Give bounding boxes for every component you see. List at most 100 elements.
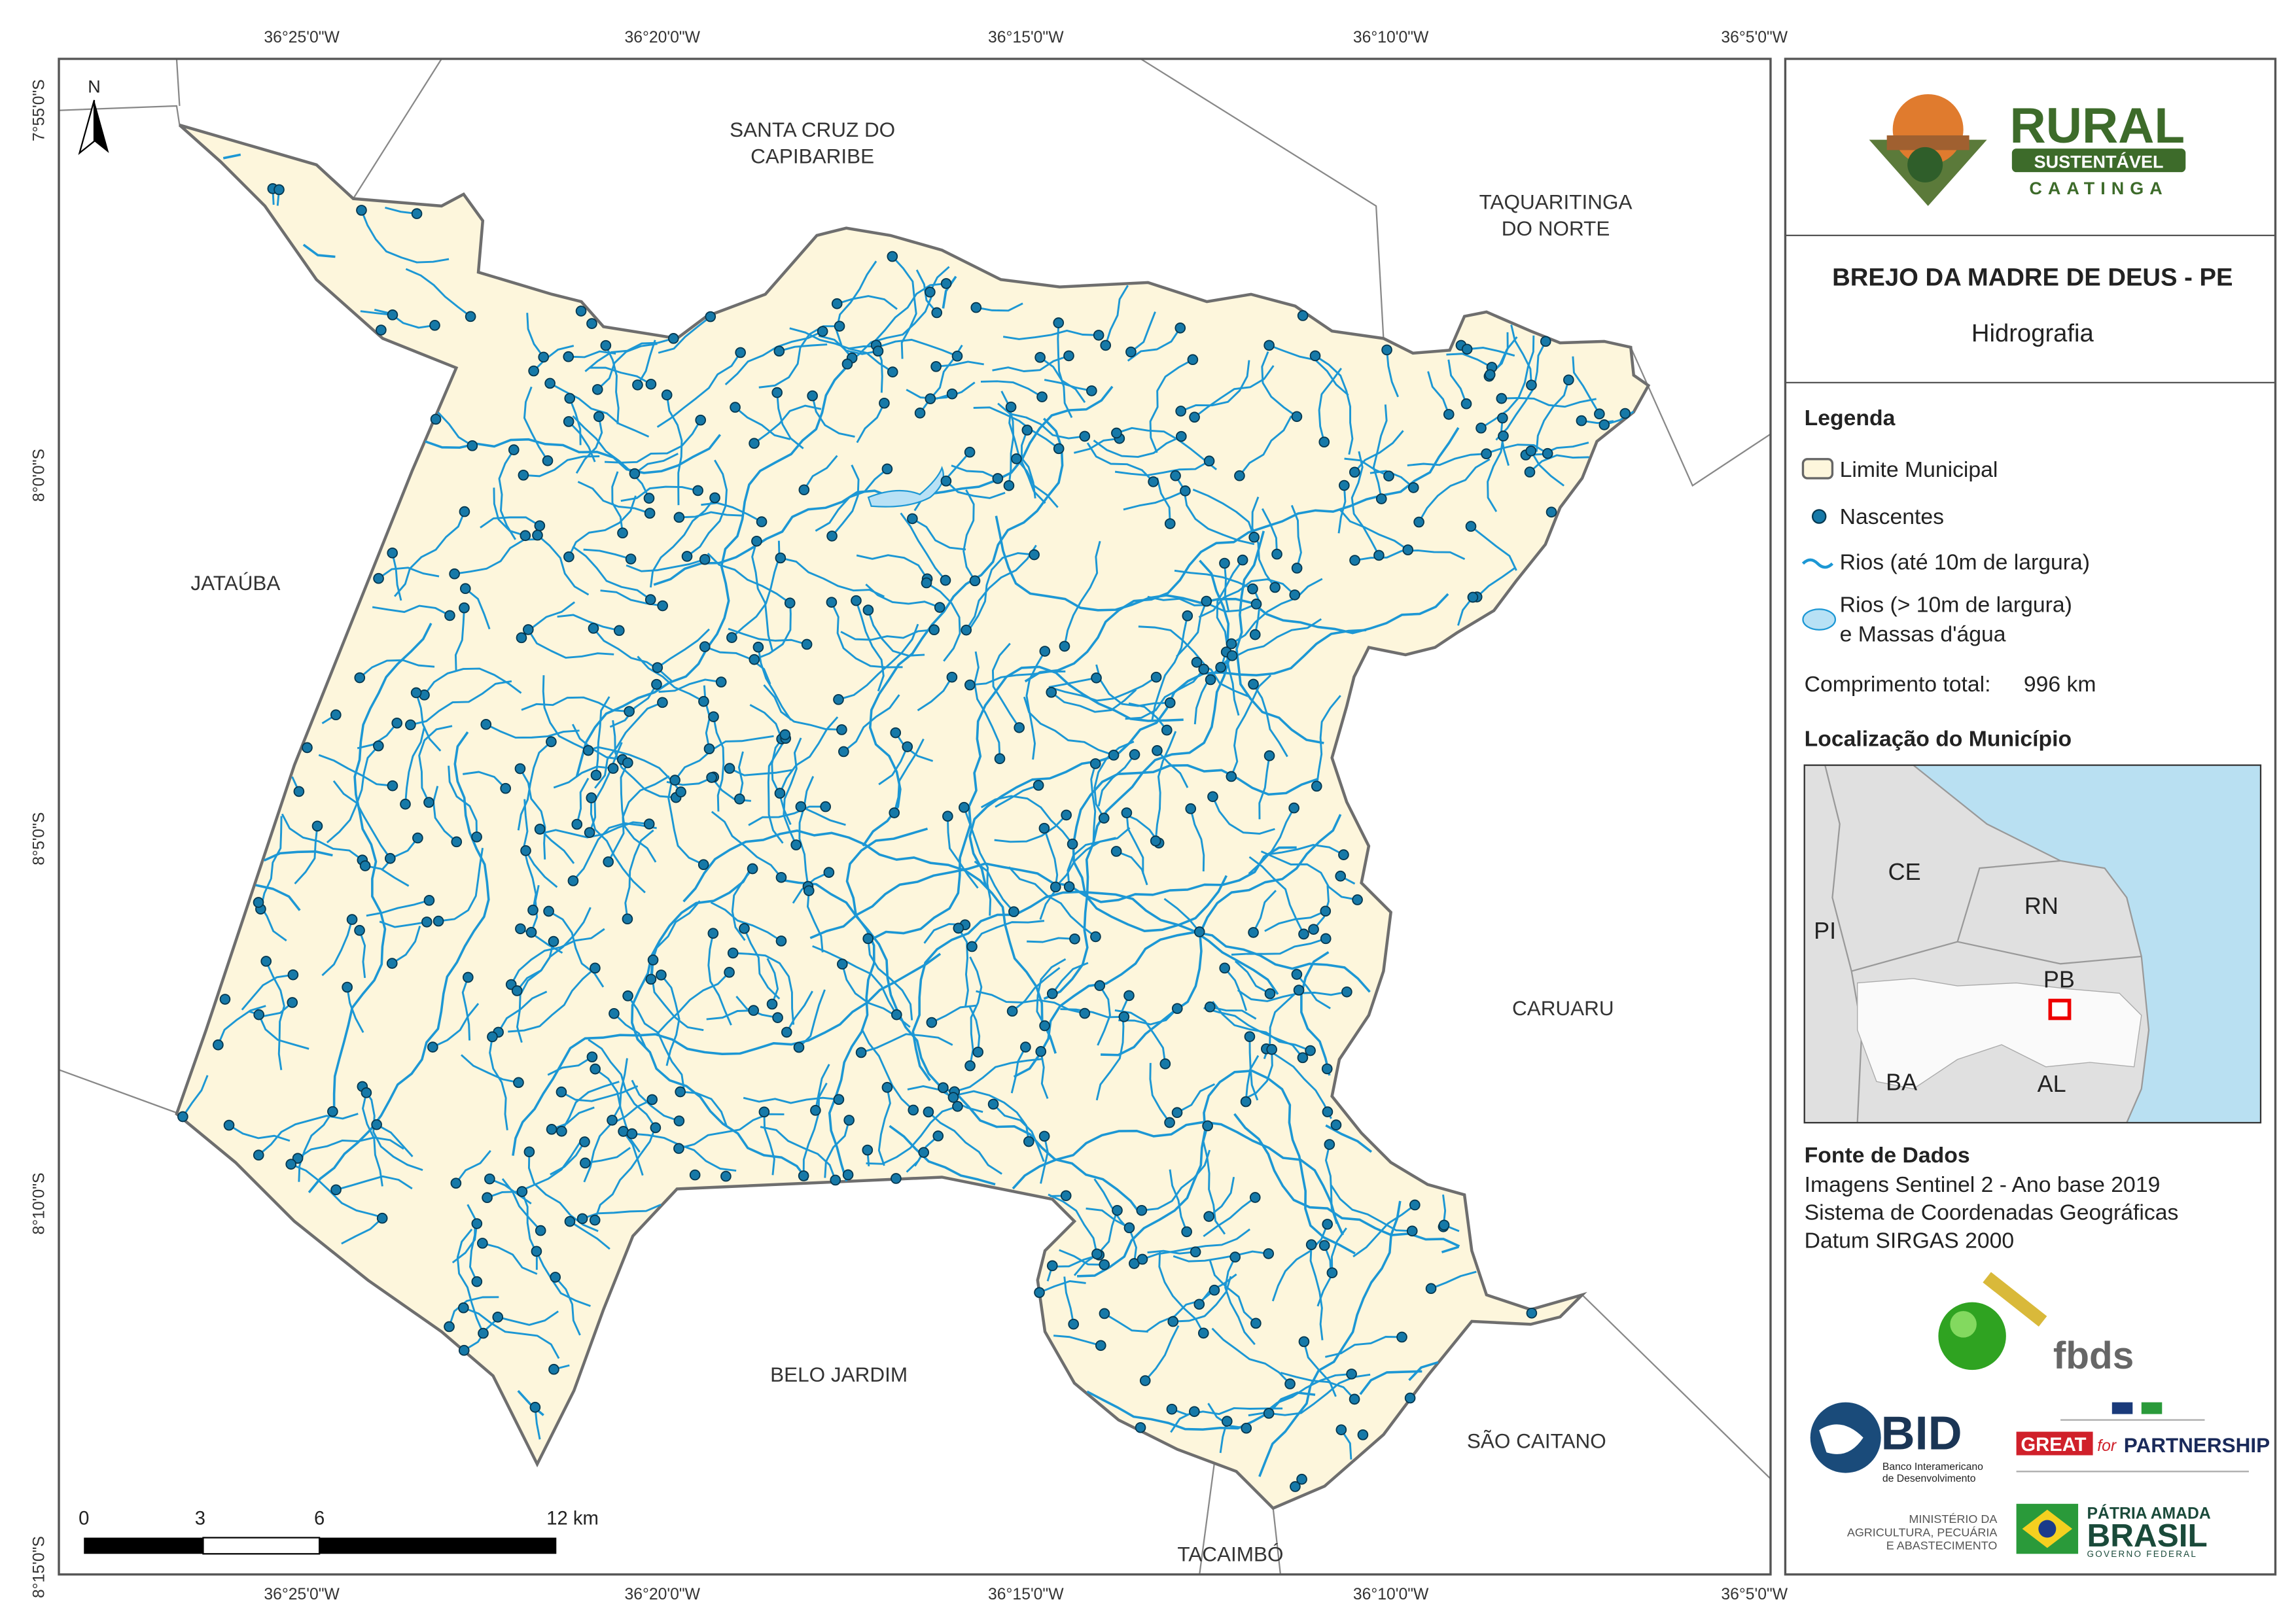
spring bbox=[758, 1106, 770, 1118]
spring bbox=[1338, 849, 1349, 860]
spring bbox=[626, 1128, 638, 1140]
spring bbox=[833, 694, 844, 705]
spring bbox=[1524, 466, 1536, 478]
river bbox=[1344, 457, 1390, 477]
river bbox=[627, 995, 685, 1091]
spring bbox=[1079, 1007, 1091, 1019]
ministry-line: AGRICULTURA, PECUÁRIA bbox=[1847, 1526, 1998, 1539]
coord-label: 36°25'0"W bbox=[264, 1586, 340, 1603]
spring bbox=[766, 998, 778, 1010]
spring bbox=[459, 602, 470, 614]
spring bbox=[862, 604, 874, 616]
spring bbox=[520, 530, 531, 542]
legend-text: Rios (> 10m de largura) bbox=[1840, 593, 2072, 618]
spring bbox=[1038, 822, 1050, 834]
spring bbox=[532, 529, 543, 541]
scale-bar: 0 3 6 12 km bbox=[79, 1508, 599, 1555]
legend-text: Limite Municipal bbox=[1840, 457, 1998, 482]
spring bbox=[1034, 352, 1046, 363]
river bbox=[658, 678, 722, 693]
neighbor-label: JATAÚBA bbox=[190, 571, 280, 595]
spring bbox=[1099, 1308, 1110, 1319]
river bbox=[1156, 750, 1189, 788]
river bbox=[593, 1126, 657, 1221]
spring bbox=[1189, 1406, 1200, 1418]
river bbox=[811, 395, 855, 438]
river bbox=[1251, 497, 1276, 588]
river bbox=[963, 489, 976, 582]
river bbox=[1149, 1062, 1171, 1123]
spring bbox=[1402, 544, 1414, 555]
spring bbox=[410, 687, 422, 699]
spring bbox=[1201, 595, 1212, 607]
spring bbox=[1619, 408, 1631, 419]
spring bbox=[775, 552, 786, 564]
river bbox=[634, 453, 679, 475]
spring bbox=[1263, 340, 1275, 351]
river bbox=[456, 1229, 484, 1334]
spring bbox=[735, 347, 746, 358]
spring bbox=[274, 184, 285, 196]
river bbox=[751, 540, 773, 652]
spring bbox=[625, 553, 637, 565]
spring bbox=[386, 958, 398, 969]
spring bbox=[603, 856, 614, 867]
spring bbox=[1129, 1258, 1140, 1269]
river bbox=[1149, 358, 1193, 453]
spring bbox=[480, 719, 492, 730]
spring bbox=[1305, 1239, 1317, 1251]
spring bbox=[1108, 750, 1120, 761]
river bbox=[1330, 1185, 1413, 1232]
spring bbox=[645, 973, 657, 985]
river bbox=[572, 822, 657, 882]
spring bbox=[451, 836, 463, 848]
neighbor-label: CARUARU bbox=[1512, 996, 1614, 1020]
river bbox=[1050, 676, 1157, 702]
river bbox=[907, 1085, 954, 1098]
spring bbox=[1248, 678, 1259, 690]
river bbox=[1300, 951, 1331, 1076]
spring bbox=[1053, 443, 1065, 455]
spring bbox=[947, 1092, 959, 1103]
river bbox=[527, 629, 614, 659]
river bbox=[263, 850, 333, 862]
spring bbox=[669, 775, 680, 786]
state-border bbox=[1957, 941, 2142, 965]
sources-line: Datum SIRGAS 2000 bbox=[1805, 1228, 2014, 1253]
coord-label: 36°10'0"W bbox=[1353, 1586, 1429, 1603]
spring bbox=[1576, 415, 1587, 427]
spring bbox=[359, 860, 371, 871]
river bbox=[376, 1123, 414, 1157]
river bbox=[182, 1075, 209, 1117]
river bbox=[893, 738, 925, 813]
spring bbox=[1244, 1031, 1256, 1042]
river bbox=[1125, 669, 1205, 720]
logo-band bbox=[1886, 135, 1969, 150]
spring bbox=[994, 753, 1006, 765]
river bbox=[743, 928, 781, 1000]
partner-logos: fbds BID Banco Interamericano de Desenvo… bbox=[1810, 1272, 2270, 1559]
spring bbox=[1465, 521, 1477, 532]
river bbox=[535, 1251, 591, 1307]
spring bbox=[1182, 610, 1193, 621]
spring bbox=[520, 845, 531, 856]
river bbox=[997, 402, 1085, 440]
spring bbox=[387, 547, 398, 559]
river bbox=[569, 1220, 610, 1250]
spring bbox=[1061, 809, 1072, 821]
spring bbox=[831, 298, 843, 309]
spring bbox=[287, 997, 298, 1008]
spring bbox=[921, 577, 932, 589]
river bbox=[1258, 1200, 1402, 1477]
spring bbox=[1123, 990, 1135, 1002]
spring bbox=[1161, 724, 1173, 736]
spring bbox=[1542, 447, 1553, 459]
river bbox=[867, 938, 913, 1021]
spring bbox=[287, 969, 299, 981]
river bbox=[1048, 676, 1097, 688]
spring bbox=[992, 473, 1004, 484]
river bbox=[1339, 508, 1409, 551]
spring bbox=[1060, 1190, 1072, 1202]
spring bbox=[1135, 1422, 1146, 1433]
river bbox=[963, 807, 992, 916]
